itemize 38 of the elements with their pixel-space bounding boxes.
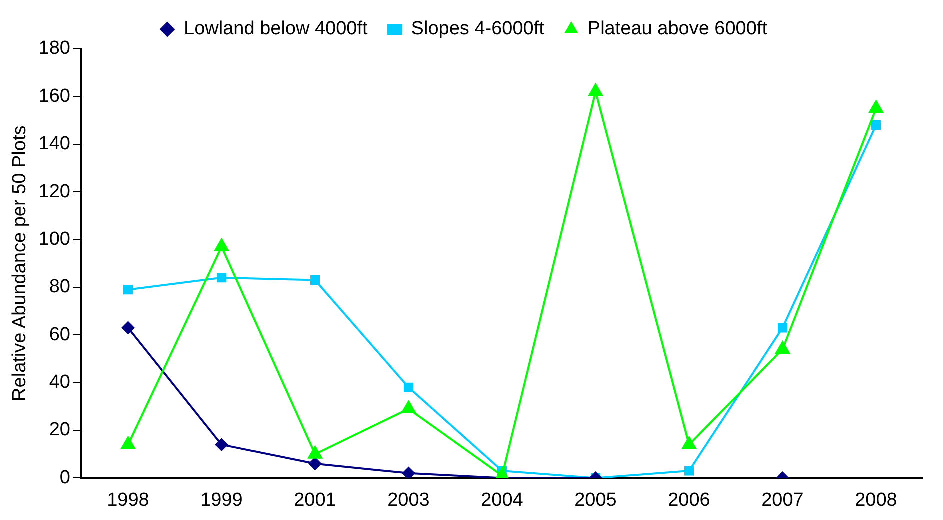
point bbox=[872, 120, 881, 130]
point bbox=[215, 438, 228, 452]
point bbox=[682, 436, 697, 450]
y-tick-label: 0 bbox=[60, 467, 70, 488]
y-tick-label: 120 bbox=[38, 181, 70, 202]
point bbox=[402, 466, 416, 478]
x-tick-label: 2005 bbox=[574, 490, 617, 511]
point bbox=[217, 273, 226, 283]
x-tick-label: 2008 bbox=[855, 490, 898, 511]
x-tick-label: 1998 bbox=[107, 490, 150, 511]
legend-label: Plateau above 6000ft bbox=[588, 18, 768, 40]
x-tick-label: 2007 bbox=[762, 490, 804, 511]
point bbox=[308, 446, 323, 459]
point bbox=[308, 457, 322, 470]
y-tick-label: 140 bbox=[38, 134, 70, 155]
x-tick-label: 2006 bbox=[668, 490, 710, 511]
point bbox=[310, 276, 320, 286]
x-tick-label: 1999 bbox=[200, 490, 243, 511]
y-tick-label: 60 bbox=[49, 324, 70, 346]
point bbox=[778, 323, 788, 333]
y-tick-label: 40 bbox=[49, 372, 70, 394]
y-tick-label: 160 bbox=[38, 86, 70, 107]
point bbox=[684, 466, 694, 476]
x-tick-label: 2003 bbox=[388, 490, 430, 511]
legend-label: Lowland below 4000ft bbox=[184, 18, 369, 40]
y-tick-label: 20 bbox=[49, 420, 70, 441]
point bbox=[122, 321, 135, 334]
legend-label: Slopes 4-6000ft bbox=[411, 18, 546, 40]
y-axis-title: Relative Abundance per 50 Plots bbox=[10, 126, 31, 402]
x-tick-label: 2001 bbox=[294, 490, 336, 511]
y-tick-label: 180 bbox=[38, 38, 70, 60]
y-tick-label: 100 bbox=[38, 228, 70, 250]
y-tick-label: 80 bbox=[49, 276, 70, 298]
x-tick-label: 2004 bbox=[481, 490, 524, 511]
point bbox=[401, 400, 416, 414]
point bbox=[124, 285, 133, 295]
point bbox=[404, 382, 414, 392]
point bbox=[120, 436, 136, 450]
